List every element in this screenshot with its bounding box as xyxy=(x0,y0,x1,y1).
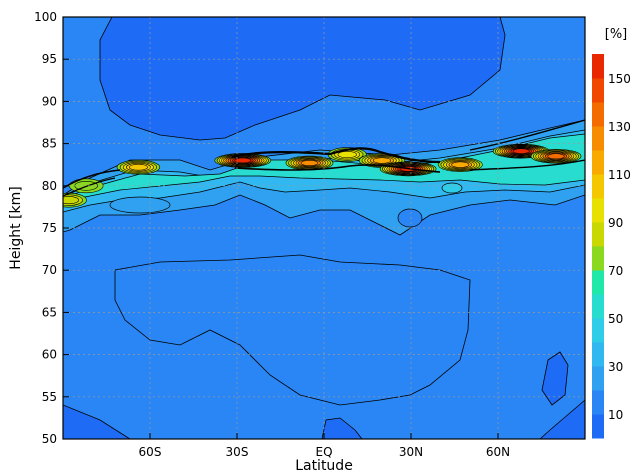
colorbar-segment xyxy=(592,54,604,79)
colorbar-segment xyxy=(592,78,604,103)
colorbar-segment xyxy=(592,414,604,439)
colorbar-segment xyxy=(592,102,604,127)
colorbar-tick-label: 10 xyxy=(608,408,623,422)
contour-blob xyxy=(337,151,357,159)
colorbar-segment xyxy=(592,222,604,247)
contour-blob xyxy=(451,161,470,168)
contour-blob xyxy=(129,163,148,171)
y-tick-label: 70 xyxy=(42,263,57,277)
colorbar-segment xyxy=(592,126,604,151)
x-axis: 60S 30S EQ 30N 60N xyxy=(139,433,510,459)
colorbar-segment xyxy=(592,270,604,295)
dark-boundary-right xyxy=(469,119,585,171)
colorbar-segment xyxy=(592,198,604,223)
y-tick-label: 50 xyxy=(42,432,57,446)
colorbar-segment xyxy=(592,366,604,391)
y-tick-label: 55 xyxy=(42,390,57,404)
contour-blob xyxy=(372,157,392,164)
y-axis: 50 55 60 65 70 75 80 85 90 95 100 xyxy=(34,10,69,446)
y-tick-label: 95 xyxy=(42,52,57,66)
pocket-left-low xyxy=(109,196,171,214)
colorbar-segment xyxy=(592,294,604,319)
colorbar-tick-label: 110 xyxy=(608,168,631,182)
x-tick-label: 30S xyxy=(226,445,249,459)
colorbar: 10 30 50 70 90 110 130 150 xyxy=(592,54,631,439)
low-region-bottom-center xyxy=(321,417,363,439)
grid-lines xyxy=(63,17,585,439)
contour-blob xyxy=(547,153,565,160)
colorbar-segment xyxy=(592,150,604,175)
pocket-small-low xyxy=(397,208,423,228)
y-tick-label: 60 xyxy=(42,348,57,362)
x-tick-label: 60S xyxy=(139,445,162,459)
contour-blob xyxy=(63,196,80,205)
colorbar-tick-label: 130 xyxy=(608,120,631,134)
y-axis-title: Height [km] xyxy=(8,186,24,269)
x-tick-label: 60N xyxy=(486,445,510,459)
colorbar-tick-label: 30 xyxy=(608,360,623,374)
colorbar-tick-label: 150 xyxy=(608,72,631,86)
contour-blob xyxy=(234,157,252,164)
colorbar-segment xyxy=(592,390,604,415)
x-axis-title: Latitude xyxy=(295,458,353,474)
contour-blob xyxy=(512,148,530,154)
low-region-top xyxy=(99,17,506,141)
low-region-right-bottom xyxy=(539,399,585,439)
pocket-right-cyan xyxy=(441,182,463,194)
colorbar-tick-label: 50 xyxy=(608,312,623,326)
secondary-region xyxy=(114,254,471,406)
contour-blob xyxy=(300,159,319,167)
colorbar-segment xyxy=(592,342,604,367)
x-tick-label: 30N xyxy=(399,445,423,459)
colorbar-segment xyxy=(592,246,604,271)
low-region-right-bulge xyxy=(541,351,569,406)
y-tick-label: 65 xyxy=(42,305,57,319)
y-tick-label: 75 xyxy=(42,221,57,235)
colorbar-segment xyxy=(592,318,604,343)
y-tick-label: 85 xyxy=(42,137,57,151)
y-tick-label: 100 xyxy=(34,10,57,24)
dark-boundary-center-2 xyxy=(234,164,441,173)
colorbar-tick-label: 70 xyxy=(608,264,623,278)
colorbar-tick-label: 90 xyxy=(608,216,623,230)
low-region-left-bottom xyxy=(63,404,131,439)
colorbar-unit-label: [%] xyxy=(605,27,628,42)
y-tick-label: 90 xyxy=(42,94,57,108)
dark-boundary-center xyxy=(231,147,441,164)
x-tick-label: EQ xyxy=(315,445,332,459)
colorbar-segment xyxy=(592,174,604,199)
y-tick-label: 80 xyxy=(42,179,57,193)
